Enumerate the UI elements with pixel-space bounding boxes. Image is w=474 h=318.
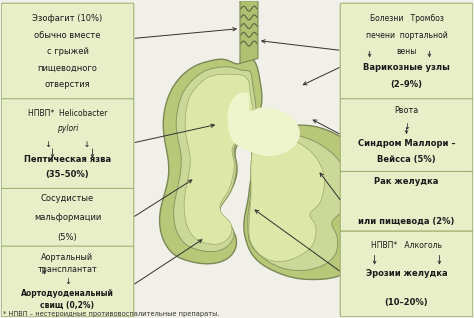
Text: Рак желудка: Рак желудка bbox=[374, 177, 439, 186]
FancyBboxPatch shape bbox=[1, 246, 134, 317]
Polygon shape bbox=[184, 74, 325, 261]
FancyBboxPatch shape bbox=[1, 3, 134, 100]
FancyBboxPatch shape bbox=[340, 99, 473, 171]
FancyBboxPatch shape bbox=[340, 171, 473, 231]
Text: печени  портальной: печени портальной bbox=[365, 31, 447, 40]
Text: Синдром Маллори –: Синдром Маллори – bbox=[358, 139, 456, 148]
Text: Аортальный: Аортальный bbox=[41, 253, 93, 262]
FancyBboxPatch shape bbox=[1, 99, 134, 189]
Text: вены: вены bbox=[396, 47, 417, 56]
Polygon shape bbox=[160, 56, 375, 280]
Text: НПВП*   Алкоголь: НПВП* Алкоголь bbox=[371, 241, 442, 250]
Text: ↓: ↓ bbox=[64, 277, 71, 286]
FancyBboxPatch shape bbox=[1, 188, 134, 247]
Text: pylori: pylori bbox=[57, 124, 78, 133]
Text: свищ (0,2%): свищ (0,2%) bbox=[40, 301, 94, 310]
Text: Эзофагит (10%): Эзофагит (10%) bbox=[32, 14, 103, 23]
Text: (10–20%): (10–20%) bbox=[385, 298, 428, 308]
Text: НПВП*  Helicobacter: НПВП* Helicobacter bbox=[28, 109, 107, 118]
Text: или пищевода (2%): или пищевода (2%) bbox=[358, 217, 455, 226]
Text: Пептическая язва: Пептическая язва bbox=[24, 155, 111, 164]
FancyBboxPatch shape bbox=[340, 231, 473, 317]
Polygon shape bbox=[228, 92, 300, 156]
Text: с грыжей: с грыжей bbox=[46, 47, 89, 56]
Polygon shape bbox=[173, 67, 349, 271]
Text: Варикозные узлы: Варикозные узлы bbox=[363, 63, 450, 73]
Text: Болезни   Тромбоз: Болезни Тромбоз bbox=[370, 14, 444, 23]
Text: Рвота: Рвота bbox=[394, 106, 419, 115]
Text: * НПВП – нестероидные противовоспалительные препараты.: * НПВП – нестероидные противовоспалитель… bbox=[3, 311, 219, 317]
Text: обычно вместе: обычно вместе bbox=[34, 31, 101, 40]
Text: отверстия: отверстия bbox=[45, 80, 91, 89]
Text: ↓: ↓ bbox=[403, 122, 410, 131]
Text: ↓            ↓: ↓ ↓ bbox=[45, 140, 90, 149]
Text: (2–9%): (2–9%) bbox=[391, 80, 422, 89]
Text: трансплантат: трансплантат bbox=[37, 265, 97, 274]
Text: (35–50%): (35–50%) bbox=[46, 170, 89, 179]
Text: пищеводного: пищеводного bbox=[37, 63, 98, 73]
Polygon shape bbox=[240, 1, 258, 63]
Text: мальформации: мальформации bbox=[34, 213, 101, 222]
Text: Аортодуоденальный: Аортодуоденальный bbox=[21, 289, 114, 298]
FancyBboxPatch shape bbox=[340, 3, 473, 100]
Text: Сосудистые: Сосудистые bbox=[41, 194, 94, 203]
Text: Эрозии желудка: Эрозии желудка bbox=[365, 269, 447, 279]
Text: (5%): (5%) bbox=[58, 233, 77, 242]
Text: Вейсса (5%): Вейсса (5%) bbox=[377, 155, 436, 164]
